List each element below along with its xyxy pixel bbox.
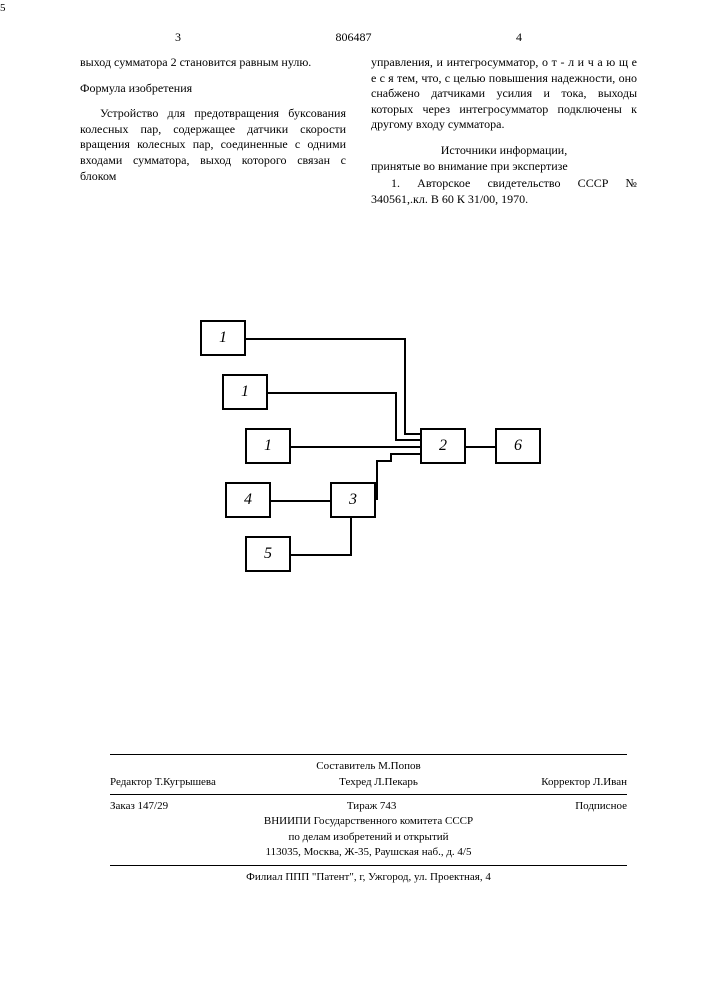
compiler: Составитель М.Попов xyxy=(110,759,627,774)
left-column: выход сумматора 2 становится равным нулю… xyxy=(80,55,346,217)
box-6: 6 xyxy=(495,428,541,464)
podpis: Подписное xyxy=(575,799,627,814)
wire xyxy=(271,500,330,502)
margin-5: 5 xyxy=(0,2,6,14)
document-id: 806487 xyxy=(336,30,372,45)
wire xyxy=(404,433,420,435)
box-3: 3 xyxy=(330,482,376,518)
col2-para1: управления, и интегросумматор, о т - л и… xyxy=(371,55,637,133)
wire xyxy=(246,338,406,340)
block-diagram: 1 1 1 4 5 3 2 6 xyxy=(150,320,550,620)
editor-row: Редактор Т.Кугрышева Техред Л.Пекарь Кор… xyxy=(110,775,627,790)
wire xyxy=(376,460,378,500)
box-1b: 1 xyxy=(222,374,268,410)
sources-heading2: принятые во внимание при экспертизе xyxy=(371,159,637,175)
box-2: 2 xyxy=(420,428,466,464)
org: ВНИИПИ Государственного комитета СССР xyxy=(110,814,627,829)
tirazh: Тираж 743 xyxy=(347,799,397,814)
box-5: 5 xyxy=(245,536,291,572)
page-left-num: 3 xyxy=(175,30,181,45)
editor: Редактор Т.Кугрышева xyxy=(110,775,216,790)
org2: по делам изобретений и открытий xyxy=(110,830,627,845)
footer: Составитель М.Попов Редактор Т.Кугрышева… xyxy=(110,750,627,885)
zakaz: Заказ 147/29 xyxy=(110,799,168,814)
box-4: 4 xyxy=(225,482,271,518)
tehred: Техред Л.Пекарь xyxy=(339,775,418,790)
corrector: Корректор Л.Иван xyxy=(541,775,627,790)
right-column: управления, и интегросумматор, о т - л и… xyxy=(371,55,637,217)
wire xyxy=(376,460,391,462)
col1-para: Устройство для предотвращения буксования… xyxy=(80,106,346,184)
sources-heading: Источники информации, xyxy=(371,143,637,159)
zakaz-row: Заказ 147/29 Тираж 743 Подписное xyxy=(110,799,627,814)
wire xyxy=(404,338,406,434)
wire xyxy=(466,446,495,448)
wire xyxy=(291,554,352,556)
wire xyxy=(291,446,420,448)
source-1: 1. Авторское свидетельство СССР № 340561… xyxy=(371,176,637,207)
wire xyxy=(268,392,396,394)
wire xyxy=(350,518,352,556)
wire xyxy=(395,439,420,441)
wire xyxy=(390,453,420,455)
box-1a: 1 xyxy=(200,320,246,356)
box-1c: 1 xyxy=(245,428,291,464)
col1-line1: выход сумматора 2 становится равным нулю… xyxy=(80,55,346,71)
formula-heading: Формула изобретения xyxy=(80,81,346,97)
wire xyxy=(395,392,397,440)
page-right-num: 4 xyxy=(516,30,522,45)
text-columns: выход сумматора 2 становится равным нулю… xyxy=(80,55,637,217)
addr: 113035, Москва, Ж-35, Раушская наб., д. … xyxy=(110,845,627,860)
filial: Филиал ППП "Патент", г, Ужгород, ул. Про… xyxy=(110,870,627,885)
